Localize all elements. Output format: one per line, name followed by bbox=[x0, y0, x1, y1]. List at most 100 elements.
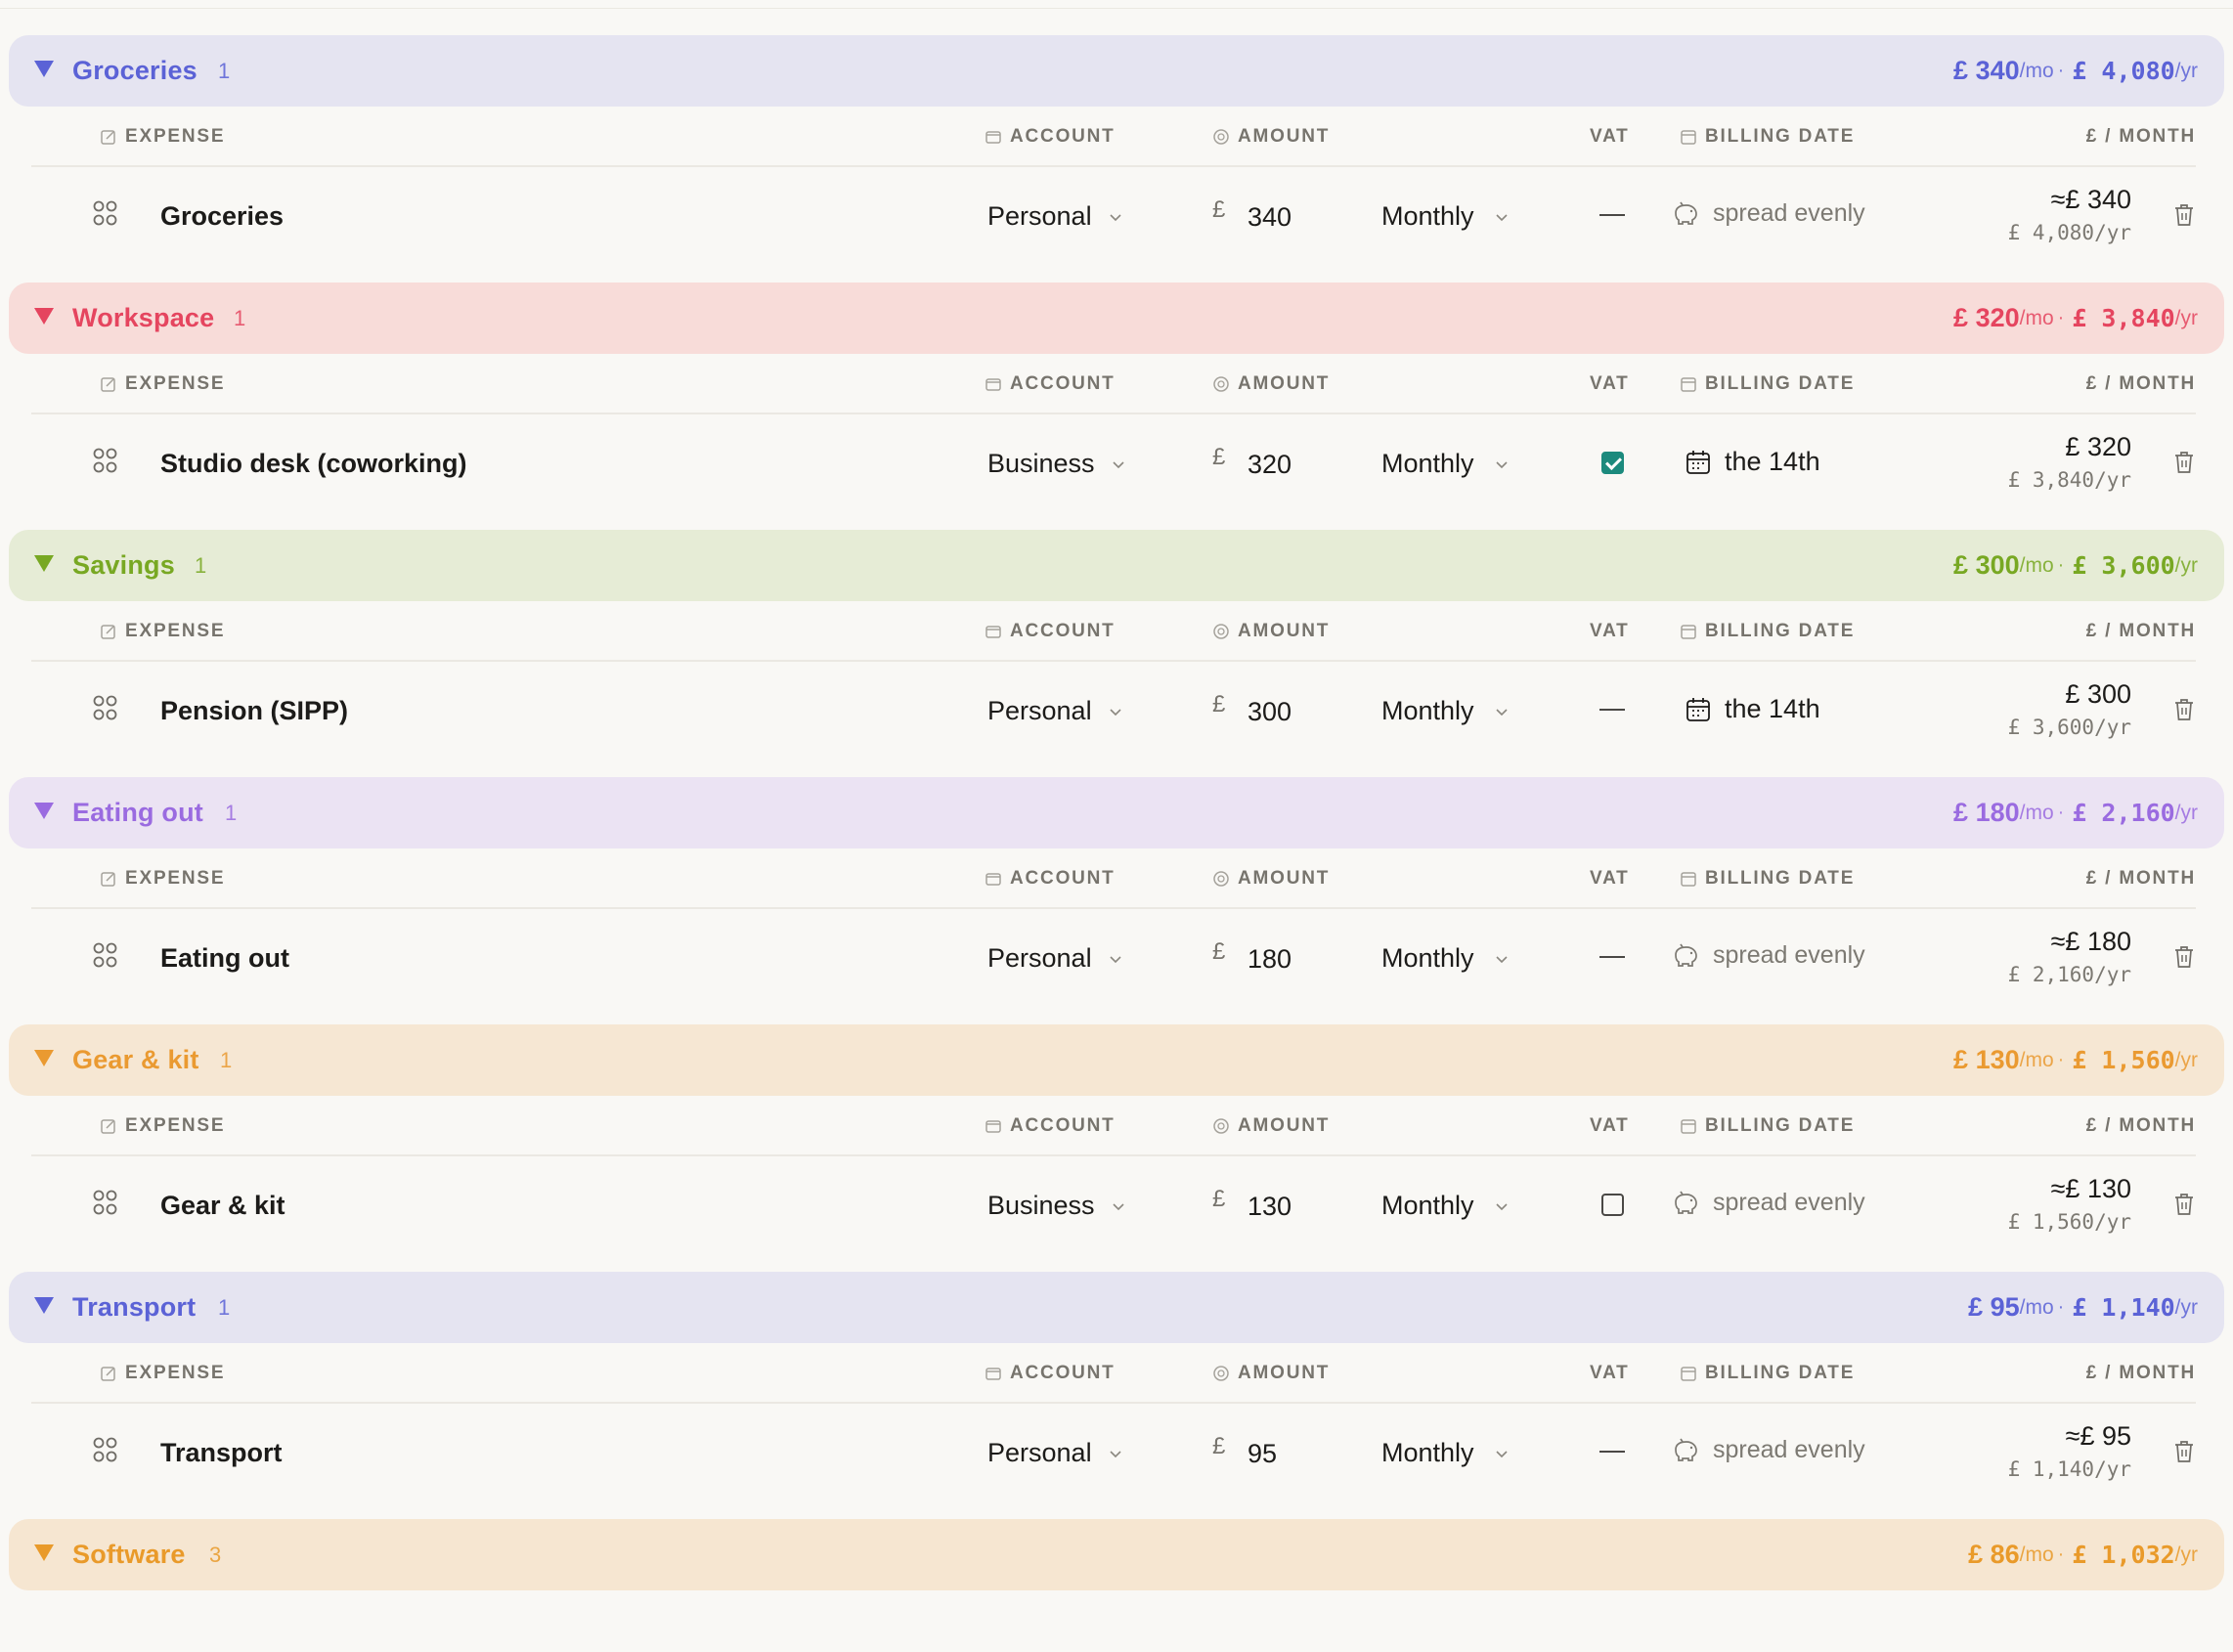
account-select[interactable]: Personal bbox=[987, 696, 1121, 726]
frequency-select[interactable]: Monthly bbox=[1381, 1438, 1508, 1468]
col-billing: BILLING DATE bbox=[1680, 868, 1855, 890]
group-header[interactable]: Transport 1 £ 95/mo · £ 1,140/yr bbox=[9, 1272, 2224, 1343]
group-header[interactable]: Eating out 1 £ 180/mo · £ 2,160/yr bbox=[9, 777, 2224, 848]
col-amount-label: AMOUNT bbox=[1238, 1115, 1331, 1136]
frequency-select[interactable]: Monthly bbox=[1381, 449, 1508, 479]
edit-icon bbox=[101, 130, 115, 145]
billing-date[interactable]: the 14th bbox=[1686, 447, 1820, 477]
expense-name[interactable]: Transport bbox=[160, 1438, 283, 1467]
vat-checkbox[interactable] bbox=[1597, 447, 1628, 478]
group-count: 1 bbox=[225, 800, 238, 825]
collapse-caret-icon[interactable] bbox=[34, 1050, 54, 1066]
dash bbox=[1599, 709, 1625, 711]
group-header[interactable]: Workspace 1 £ 320/mo · £ 3,840/yr bbox=[9, 283, 2224, 354]
frequency-select[interactable]: Monthly bbox=[1381, 696, 1508, 726]
per-month: ≈£ 130 £ 1,560/yr bbox=[2008, 1174, 2131, 1234]
frequency-select[interactable]: Monthly bbox=[1381, 201, 1508, 232]
expense-row: Pension (SIPP) Personal £ 300 Monthly th… bbox=[0, 662, 2233, 777]
collapse-caret-icon[interactable] bbox=[34, 803, 54, 819]
billing-date[interactable]: spread evenly bbox=[1672, 941, 1865, 970]
group-total: £ 95/mo · £ 1,140/yr bbox=[1968, 1272, 2198, 1343]
trash-icon[interactable] bbox=[2172, 450, 2196, 480]
trash-icon[interactable] bbox=[2172, 944, 2196, 975]
expense-name[interactable]: Pension (SIPP) bbox=[160, 696, 349, 725]
expense-name[interactable]: Studio desk (coworking) bbox=[160, 449, 467, 478]
drag-handle-icon[interactable] bbox=[93, 448, 118, 480]
piggy-bank-icon bbox=[1675, 1438, 1697, 1461]
billing-value: spread evenly bbox=[1713, 1436, 1865, 1463]
group-monthly: £ 340 bbox=[1953, 56, 2020, 85]
amount-input[interactable]: 300 bbox=[1248, 697, 1292, 726]
group-gear-kit: Gear & kit 1 £ 130/mo · £ 1,560/yr EXPENSE… bbox=[0, 1024, 2233, 1272]
frequency-value: Monthly bbox=[1381, 449, 1474, 478]
col-vat: VAT bbox=[1590, 126, 1630, 147]
drag-handle-icon[interactable] bbox=[93, 1437, 118, 1469]
amount-input[interactable]: 340 bbox=[1248, 202, 1292, 232]
drag-handle-icon[interactable] bbox=[93, 942, 118, 975]
group-transport: Transport 1 £ 95/mo · £ 1,140/yr EXPENSE A… bbox=[0, 1272, 2233, 1519]
account-select[interactable]: Personal bbox=[987, 943, 1121, 974]
col-per-month: £ / MONTH bbox=[2085, 373, 2196, 394]
collapse-caret-icon[interactable] bbox=[34, 61, 54, 77]
billing-value: spread evenly bbox=[1713, 941, 1865, 969]
yr-unit: /yr bbox=[2174, 1295, 2198, 1319]
billing-date[interactable]: spread evenly bbox=[1672, 1436, 1865, 1464]
mo-unit: /mo bbox=[2019, 1295, 2054, 1319]
billing-date[interactable]: the 14th bbox=[1686, 694, 1820, 724]
checkbox-checked[interactable] bbox=[1600, 451, 1624, 474]
vat-checkbox[interactable] bbox=[1597, 1189, 1628, 1220]
account-select[interactable]: Business bbox=[987, 1191, 1124, 1221]
trash-icon[interactable] bbox=[2172, 1439, 2196, 1469]
col-expense: EXPENSE bbox=[100, 126, 225, 148]
group-total: £ 300/mo · £ 3,600/yr bbox=[1953, 530, 2198, 601]
collapse-caret-icon[interactable] bbox=[34, 308, 54, 325]
wallet-icon bbox=[985, 1368, 1001, 1380]
amount-input[interactable]: 95 bbox=[1248, 1439, 1278, 1468]
frequency-select[interactable]: Monthly bbox=[1381, 943, 1508, 974]
col-per-month: £ / MONTH bbox=[2085, 126, 2196, 147]
amount-input[interactable]: 320 bbox=[1248, 450, 1292, 479]
group-name: Groceries bbox=[72, 56, 197, 85]
expense-name[interactable]: Groceries bbox=[160, 201, 285, 231]
drag-handle-icon[interactable] bbox=[93, 1190, 118, 1222]
amount-input[interactable]: 180 bbox=[1248, 944, 1292, 974]
collapse-caret-icon[interactable] bbox=[34, 1544, 54, 1561]
expense-name[interactable]: Gear & kit bbox=[160, 1191, 285, 1220]
trash-icon[interactable] bbox=[2172, 1192, 2196, 1222]
chevron-down-icon bbox=[1110, 955, 1121, 963]
trash-icon[interactable] bbox=[2172, 697, 2196, 727]
top-divider bbox=[0, 8, 2233, 9]
account-select[interactable]: Personal bbox=[987, 201, 1121, 232]
group-header[interactable]: Software 3 £ 86/mo · £ 1,032/yr bbox=[9, 1519, 2224, 1590]
collapse-caret-icon[interactable] bbox=[34, 555, 54, 572]
group-header[interactable]: Savings 1 £ 300/mo · £ 3,600/yr bbox=[9, 530, 2224, 601]
col-amount: AMOUNT bbox=[1212, 1363, 1330, 1384]
group-header[interactable]: Gear & kit 1 £ 130/mo · £ 1,560/yr bbox=[9, 1024, 2224, 1096]
drag-handle-icon[interactable] bbox=[93, 695, 118, 727]
group-total: £ 320/mo · £ 3,840/yr bbox=[1953, 283, 2198, 354]
billing-date[interactable]: spread evenly bbox=[1672, 199, 1865, 228]
drag-handle-icon[interactable] bbox=[93, 200, 118, 233]
collapse-caret-icon[interactable] bbox=[34, 1297, 54, 1314]
checkbox-unchecked[interactable] bbox=[1600, 1193, 1624, 1216]
coin-icon bbox=[1213, 624, 1229, 639]
col-billing-label: BILLING DATE bbox=[1705, 373, 1856, 394]
account-select[interactable]: Personal bbox=[987, 1438, 1121, 1468]
group-header[interactable]: Groceries 1 £ 340/mo · £ 4,080/yr bbox=[9, 35, 2224, 107]
per-month: ≈£ 340 £ 4,080/yr bbox=[2008, 185, 2131, 244]
amount-input[interactable]: 130 bbox=[1248, 1192, 1292, 1221]
col-vat: VAT bbox=[1590, 868, 1630, 889]
chevron-down-icon bbox=[1495, 460, 1508, 468]
group-monthly: £ 320 bbox=[1953, 303, 2020, 332]
account-select[interactable]: Business bbox=[987, 449, 1124, 479]
expense-name[interactable]: Eating out bbox=[160, 943, 289, 973]
billing-date[interactable]: spread evenly bbox=[1672, 1189, 1865, 1217]
calendar-icon bbox=[1681, 377, 1696, 392]
col-billing-label: BILLING DATE bbox=[1705, 126, 1856, 147]
group-workspace: Workspace 1 £ 320/mo · £ 3,840/yr EXPENSE … bbox=[0, 283, 2233, 530]
trash-icon[interactable] bbox=[2172, 202, 2196, 233]
wallet-icon bbox=[985, 131, 1001, 144]
group-monthly: £ 86 bbox=[1968, 1540, 2020, 1569]
dash bbox=[1599, 956, 1625, 958]
frequency-select[interactable]: Monthly bbox=[1381, 1191, 1508, 1221]
